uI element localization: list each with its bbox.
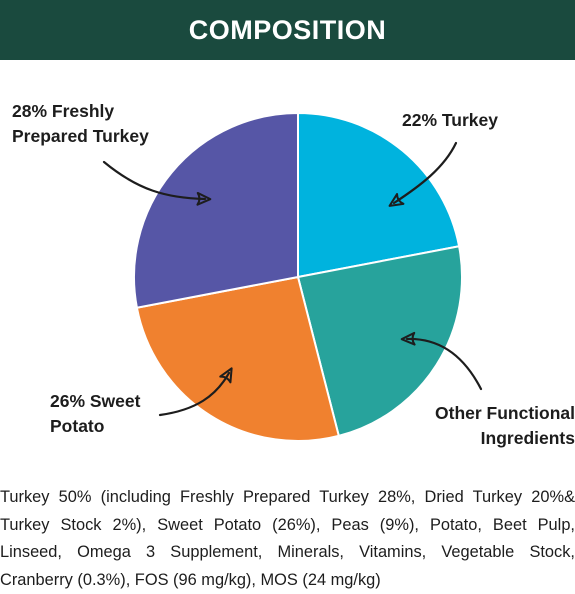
pie-slice (135, 275, 341, 443)
callout-arrow (158, 367, 233, 417)
slice-label: Other Functional Ingredients (435, 403, 575, 448)
slice-label: 22% Turkey (402, 110, 498, 130)
pie-labels: 22% Turkey Other Functional Ingredients 26%… (12, 101, 575, 448)
pie-slices (132, 111, 464, 443)
callout-arrow (388, 141, 458, 207)
header-banner: COMPOSITION (0, 0, 575, 60)
slice-label: 26% Sweet Potato (50, 391, 141, 436)
pie-callouts (102, 141, 483, 417)
callout-arrow (400, 331, 483, 391)
page-title: COMPOSITION (188, 14, 387, 45)
slice-label: 28% Freshly Prepared Turkey (12, 101, 149, 146)
composition-pie-chart: 22% Turkey Other Functional Ingredients 26%… (12, 101, 575, 448)
pie-slice (132, 111, 299, 309)
pie-slice (296, 245, 464, 438)
ingredients-description: Turkey 50% (including Freshly Prepared T… (0, 488, 575, 589)
pie-slice (297, 111, 461, 279)
callout-arrow (102, 160, 212, 206)
